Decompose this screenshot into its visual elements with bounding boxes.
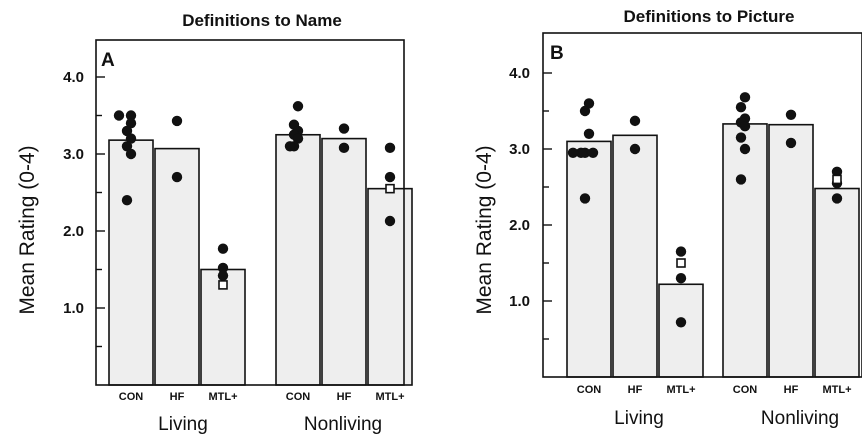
data-point xyxy=(384,171,396,183)
y-axis-label: Mean Rating (0-4) xyxy=(16,145,39,314)
bar-hf xyxy=(321,137,367,386)
chart-title: Definitions to Picture xyxy=(624,7,795,26)
category-label: HF xyxy=(337,391,352,403)
data-point-open xyxy=(832,174,842,185)
group-label: Living xyxy=(158,414,208,435)
category-label: HF xyxy=(170,391,185,403)
data-point xyxy=(338,123,350,134)
data-point xyxy=(579,105,591,117)
data-point-open xyxy=(218,280,228,290)
data-point xyxy=(579,193,591,204)
category-label: MTL+ xyxy=(375,391,404,403)
y-tick-label: 2.0 xyxy=(63,223,84,240)
group-label: Nonliving xyxy=(304,414,382,435)
bar-con xyxy=(108,139,154,386)
data-point xyxy=(384,215,396,227)
data-point xyxy=(384,142,396,154)
chart-title: Definitions to Name xyxy=(182,11,342,30)
data-point xyxy=(739,143,751,155)
data-point xyxy=(675,246,687,257)
data-point xyxy=(831,166,843,177)
category-label: HF xyxy=(628,384,643,396)
data-point-open xyxy=(676,258,686,268)
data-point xyxy=(675,317,687,328)
bar-hf xyxy=(612,134,658,378)
y-axis-label: Mean Rating (0-4) xyxy=(473,145,496,314)
category-label: CON xyxy=(119,391,144,403)
group-label: Nonliving xyxy=(761,408,839,429)
y-tick-label: 4.0 xyxy=(509,65,530,82)
y-tick-label: 2.0 xyxy=(509,217,530,234)
data-point xyxy=(171,115,183,127)
data-point-open xyxy=(385,183,395,194)
category-label: MTL+ xyxy=(208,391,237,403)
data-point xyxy=(121,195,133,206)
data-point xyxy=(292,133,304,144)
data-point xyxy=(338,142,350,154)
data-point xyxy=(583,128,595,139)
data-point xyxy=(785,137,797,149)
group-living: CON HF MTL+Living xyxy=(566,98,704,429)
data-point xyxy=(284,141,296,152)
data-point xyxy=(785,109,797,121)
data-point xyxy=(629,143,641,155)
category-label: HF xyxy=(784,384,799,396)
data-point xyxy=(217,262,229,274)
category-label: CON xyxy=(733,384,758,396)
category-label: MTL+ xyxy=(666,384,695,396)
data-point xyxy=(735,102,747,113)
bar-con xyxy=(722,123,768,378)
plot-frame xyxy=(95,39,405,386)
data-point xyxy=(217,270,229,281)
data-point xyxy=(739,121,751,132)
data-point xyxy=(125,148,137,160)
data-point xyxy=(113,110,125,121)
data-point xyxy=(831,193,843,204)
data-point xyxy=(217,243,229,254)
group-living: CON HF MTL+Living xyxy=(108,110,246,435)
y-tick-label: 3.0 xyxy=(509,141,530,158)
data-point xyxy=(567,147,579,158)
y-tick-label: 4.0 xyxy=(63,69,84,86)
y-tick-label: 3.0 xyxy=(63,146,84,163)
data-point xyxy=(121,125,133,137)
bar-con xyxy=(275,133,321,386)
data-point xyxy=(292,101,304,112)
plot-frame xyxy=(542,32,862,378)
data-point xyxy=(735,132,747,143)
data-point xyxy=(125,133,137,144)
group-nonliving: CON HF MTL+ Nonliving xyxy=(275,101,413,435)
data-point xyxy=(735,174,747,185)
y-tick-label: 1.0 xyxy=(509,293,530,310)
y-tick-label: 1.0 xyxy=(63,300,84,317)
data-point xyxy=(739,92,751,103)
data-point xyxy=(125,118,137,129)
panel-letter: B xyxy=(550,43,564,64)
bar-hf xyxy=(768,123,814,378)
category-label: MTL+ xyxy=(822,384,851,396)
group-label: Living xyxy=(614,408,664,429)
data-point xyxy=(675,273,687,284)
bar-mtl-plus xyxy=(814,187,860,378)
bar-con xyxy=(566,140,612,378)
category-label: CON xyxy=(286,391,311,403)
data-point xyxy=(629,115,641,127)
data-point xyxy=(171,171,183,183)
bar-mtl-plus xyxy=(658,283,704,378)
category-label: CON xyxy=(577,384,602,396)
data-point xyxy=(121,141,133,152)
data-point xyxy=(587,147,599,158)
data-point xyxy=(575,147,587,158)
bar-hf xyxy=(154,147,200,386)
group-nonliving: CON HF MTL+ Nonliving xyxy=(722,92,860,429)
panel-letter: A xyxy=(101,50,115,71)
data-point xyxy=(125,110,137,121)
